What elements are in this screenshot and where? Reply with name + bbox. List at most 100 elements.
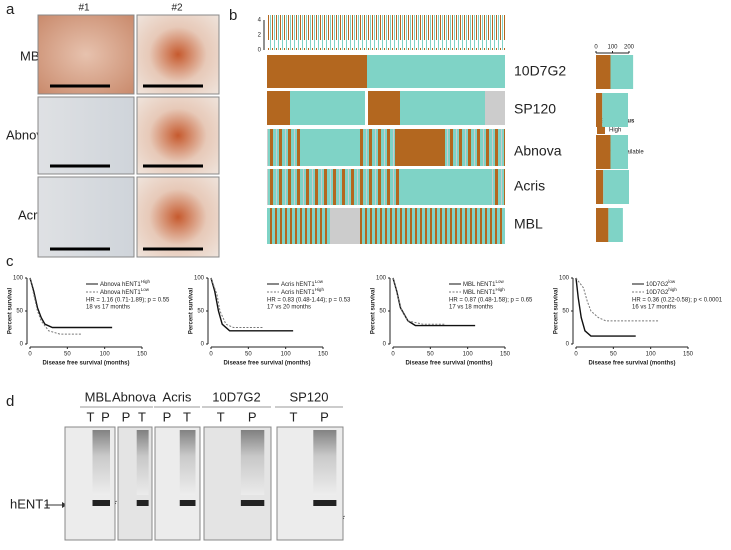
heatmap <box>267 55 505 244</box>
survival-chart: 0 50 100 0 50 100 150 Disease free survival (mo… <box>189 276 351 367</box>
y-tick-label: 0 <box>566 342 570 348</box>
legend-name: Acris hENT1 <box>281 282 315 288</box>
y-axis-label: Percent survival <box>189 287 195 334</box>
micrograph <box>136 176 220 258</box>
blot-band <box>92 500 110 506</box>
bar-segment <box>596 170 604 204</box>
x-tick-label: 100 <box>100 352 111 358</box>
y-tick-label: 0 <box>20 342 24 348</box>
x-tick-label: 150 <box>318 352 329 358</box>
legend-sup: low <box>668 279 676 284</box>
group-label: Acris <box>163 389 192 404</box>
panel-d: d hENT1 * * * MBLTPAbnovaPTAcrisPT10D7G2… <box>6 389 345 541</box>
bar-segment <box>603 170 629 204</box>
survival-chart: 0 50 100 0 50 100 150 Disease free survival (mo… <box>554 276 723 367</box>
row-label: Acris <box>514 178 545 194</box>
micrograph <box>136 14 220 95</box>
legend-name: Acris hENT1 <box>281 290 315 296</box>
tick-label: 0 <box>258 48 262 54</box>
legend-label: Abnova hENT1Low <box>100 287 150 295</box>
tick-label: 4 <box>258 18 262 24</box>
annotation: 17 vs 20 months <box>267 305 311 311</box>
x-tick-label: 100 <box>463 352 474 358</box>
annotation: HR = 0.87 (0.48-1.58); p = 0.65 <box>449 298 533 304</box>
bar-segment <box>596 93 603 127</box>
y-tick-label: 50 <box>16 309 23 315</box>
blot-smear <box>240 430 265 495</box>
legend-sup: high <box>668 287 677 292</box>
legend-label: Abnova hENT1High <box>100 279 150 287</box>
y-tick-label: 50 <box>562 309 569 315</box>
legend-swatch <box>597 126 605 134</box>
y-tick-label: 100 <box>376 276 387 282</box>
x-axis-label: Disease free survival (months) <box>405 361 492 367</box>
x-tick-label: 0 <box>574 352 578 358</box>
bar-segment <box>602 93 629 127</box>
legend-label: Acris hENT1High <box>281 287 324 295</box>
legend-name: 10D7G2 <box>646 282 669 288</box>
x-tick-label: 50 <box>245 352 252 358</box>
x-axis-label: Disease free survival (months) <box>223 361 310 367</box>
legend-name: 10D7G2 <box>646 290 669 296</box>
x-tick-label: 150 <box>137 352 148 358</box>
tick-label: 0 <box>594 45 598 51</box>
legend-sup: High <box>141 279 151 284</box>
group-label: SP120 <box>289 389 328 404</box>
micrograph <box>37 96 135 175</box>
annotation: 17 vs 18 months <box>449 305 493 311</box>
blot-band <box>179 500 196 506</box>
legend-name: MBL hENT1 <box>463 290 496 296</box>
blot-band <box>313 500 337 506</box>
legend-label: MBL hENT1High <box>463 287 505 295</box>
micrograph <box>37 176 135 258</box>
legend-name: MBL hENT1 <box>463 282 496 288</box>
legend-sup: Low <box>495 279 504 284</box>
x-tick-label: 50 <box>610 352 617 358</box>
y-tick-label: 50 <box>379 309 386 315</box>
panel-label: d <box>6 393 14 410</box>
group-label: Abnova <box>112 389 157 404</box>
top-histogram <box>267 15 505 50</box>
survival-curve <box>392 277 446 325</box>
annotation: HR = 0.83 (0.48-1.44); p = 0.53 <box>267 298 351 304</box>
legend-label: Acris hENT1Low <box>281 279 324 287</box>
lane-label: T <box>217 409 225 424</box>
x-tick-label: 0 <box>209 352 213 358</box>
lane-label: T <box>290 409 298 424</box>
row-label: MBL <box>514 216 543 232</box>
legend-label: 10D7G2low <box>646 279 676 287</box>
row-label: Abnova <box>514 143 562 159</box>
bar-segment <box>610 135 629 169</box>
panel-a: a #1 #2 MBL Abnova Acris <box>6 1 220 258</box>
x-tick-label: 50 <box>64 352 71 358</box>
y-tick-label: 100 <box>194 276 205 282</box>
column-header: #1 <box>78 3 90 14</box>
group-label: 10D7G2 <box>212 389 260 404</box>
legend-label: MBL hENT1Low <box>463 279 504 287</box>
legend-sup: High <box>495 287 505 292</box>
bar-segment <box>610 55 634 89</box>
x-tick-label: 100 <box>646 352 657 358</box>
annotation: 18 vs 17 months <box>86 305 130 311</box>
x-tick-label: 0 <box>391 352 395 358</box>
lane-label: P <box>122 409 131 424</box>
survival-curve <box>210 277 264 328</box>
x-axis-label: Disease free survival (months) <box>42 361 129 367</box>
survival-curve <box>29 277 113 329</box>
blot-smear <box>179 430 196 495</box>
y-tick-label: 100 <box>559 276 570 282</box>
survival-chart: 0 50 100 0 50 100 150 Disease free survival (mo… <box>371 276 533 367</box>
survival-chart: 0 50 100 0 50 100 150 Disease free survival (mo… <box>8 276 170 367</box>
y-axis-label: Percent survival <box>371 287 377 334</box>
lane-label: T <box>183 409 191 424</box>
panel-label: c <box>6 253 14 270</box>
column-header: #2 <box>171 3 183 14</box>
y-tick-label: 0 <box>383 342 387 348</box>
tick-label: 200 <box>624 45 635 51</box>
blot-smear <box>136 430 149 495</box>
survival-curve <box>210 277 294 332</box>
legend-label: High <box>609 128 621 134</box>
annotation: HR = 0.36 (0.22-0.58); p < 0.0001 <box>632 298 723 304</box>
y-tick-label: 100 <box>13 276 24 282</box>
